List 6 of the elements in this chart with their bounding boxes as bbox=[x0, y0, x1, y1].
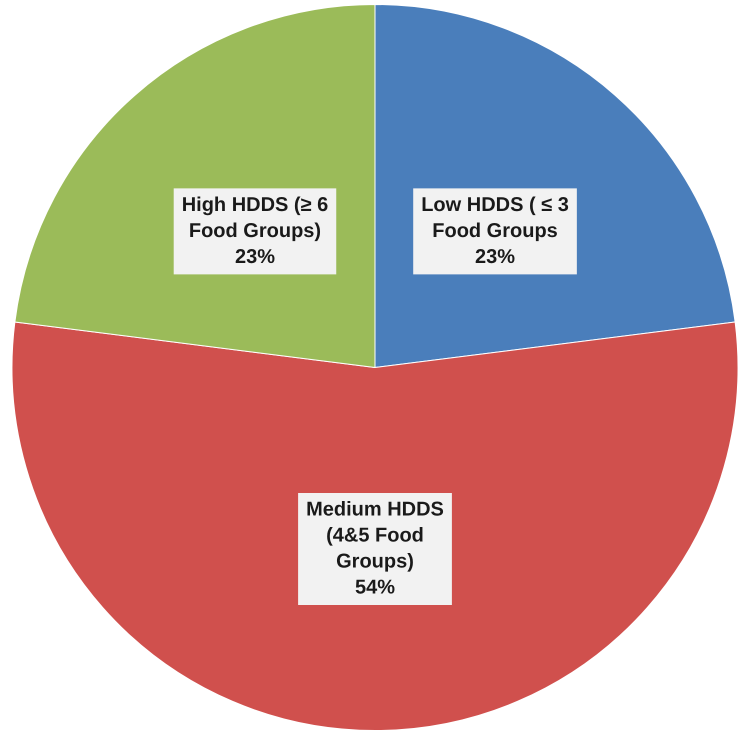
slice-label: High HDDS (≥ 6 Food Groups) bbox=[182, 194, 328, 242]
slice-label: Low HDDS ( ≤ 3 Food Groups bbox=[421, 194, 569, 242]
data-label: 23% bbox=[234, 246, 276, 268]
data-label: 23% bbox=[475, 246, 516, 268]
data-label: 54% bbox=[354, 576, 396, 599]
slice-label: Medium HDDS (4&5 Food Groups) bbox=[306, 498, 444, 573]
